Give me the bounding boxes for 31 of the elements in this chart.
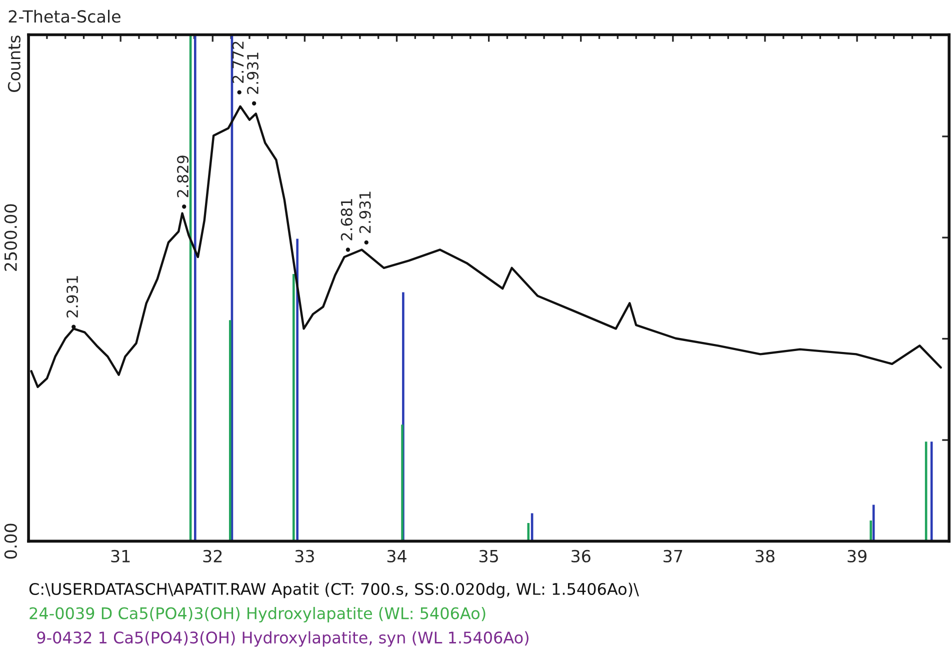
annotation: 2.931 — [66, 276, 78, 318]
bar — [292, 274, 295, 542]
bar — [527, 522, 530, 542]
x-tick-label: 35 — [479, 550, 498, 562]
x-tick-label: 32 — [203, 550, 222, 562]
x-tick-label: 36 — [572, 550, 590, 562]
text: C:\USERDATASCH\APATIT.RAW Apatit (CT: 700.s, SS:0.020dg, WL: 1.5406Ao)\ — [29, 582, 639, 598]
bar — [401, 424, 404, 542]
annotation: 2.829 — [176, 156, 189, 198]
bar — [296, 238, 298, 542]
annotation: 2.931 — [246, 52, 258, 94]
bar — [228, 320, 232, 542]
x-tick-label: 34 — [387, 550, 406, 562]
x-tick-label: 39 — [848, 550, 866, 562]
annotation: 2.772 — [232, 42, 244, 83]
y-axis-title: Counts — [8, 36, 21, 92]
text: 24-0039 D Ca5(PO4)3(OH) Hydroxylapatite (WL: 5406Ao) — [30, 606, 486, 622]
bar — [194, 34, 196, 542]
chart-title: 2-Theta-Scale — [8, 10, 120, 23]
text: 9-0432 1 Ca5(PO4)3(OH) Hydroxylapatite, syn (WL 1.5406Ao) — [37, 631, 528, 647]
bar — [930, 442, 933, 542]
y-tick-label: 2500.00 — [4, 204, 17, 271]
y-tick-label: 0.00 — [4, 524, 17, 559]
annotation: 2.681 — [340, 199, 352, 240]
bar — [870, 520, 872, 542]
x-tick-label: 33 — [295, 550, 314, 562]
x-tick-label: 37 — [664, 550, 682, 562]
annotation: 2.931 — [359, 192, 371, 233]
bar — [872, 504, 875, 542]
x-tick-label: 31 — [111, 550, 130, 562]
x-tick-label: 38 — [756, 550, 774, 562]
